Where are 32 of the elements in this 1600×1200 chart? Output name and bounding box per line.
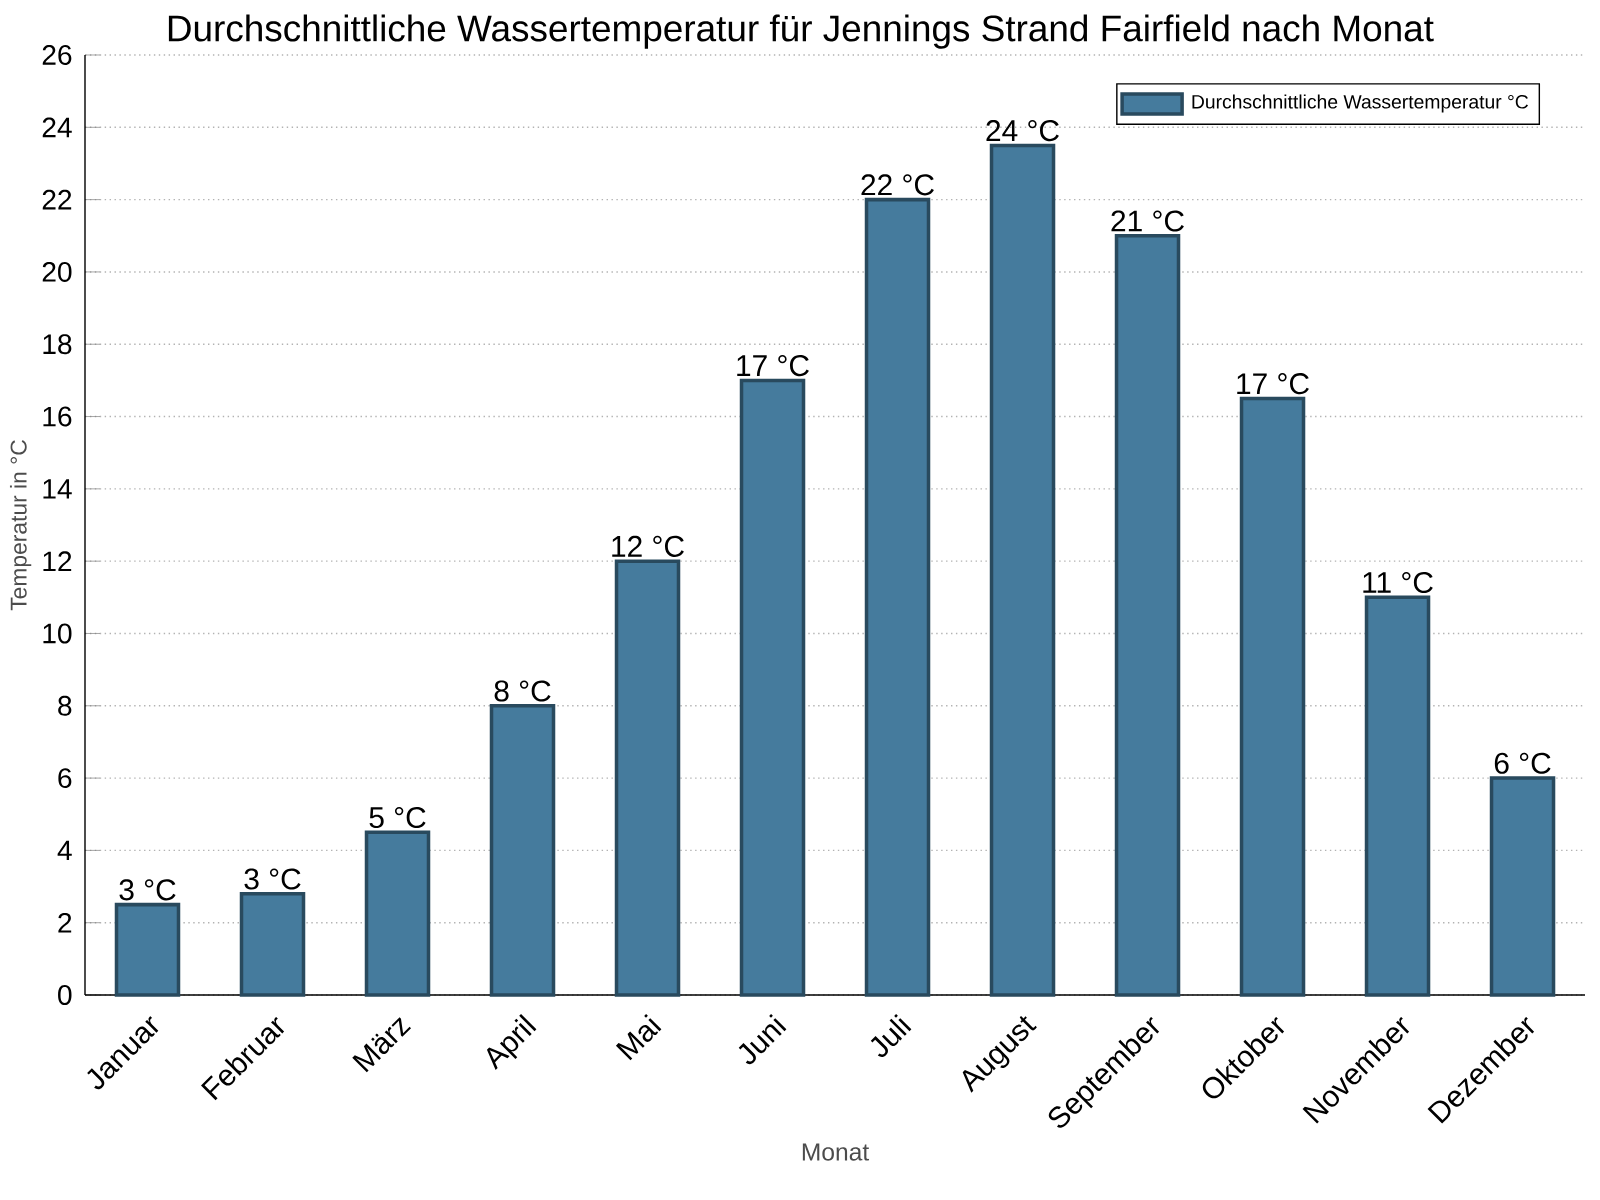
legend-label: Durchschnittliche Wassertemperatur °C — [1192, 94, 1529, 113]
y-tick-label: 24 — [42, 117, 72, 138]
y-tick-label: 16 — [43, 406, 72, 427]
y-tick-label: 14 — [43, 479, 72, 499]
y-tick-label: 18 — [43, 334, 72, 355]
y-tick-label: 0 — [58, 985, 72, 1005]
y-tick-label: 8 — [58, 695, 72, 716]
data-label: 11 °C — [1363, 571, 1433, 594]
data-label: 5 °C — [369, 806, 426, 829]
data-label: 17 °C — [737, 355, 809, 377]
y-axis-title: Temperatur in °C — [9, 440, 32, 611]
data-label: 22 °C — [861, 174, 934, 196]
data-label: 3 °C — [119, 879, 176, 901]
y-tick-label: 26 — [42, 45, 72, 65]
data-label: 3 °C — [244, 868, 301, 890]
data-label: 6 °C — [1494, 752, 1551, 774]
data-label: 17 °C — [1237, 373, 1309, 395]
chart-title: Durchschnittliche Wassertemperatur für Jennings Strand Fairfield nach Monat — [168, 14, 1434, 49]
data-label: 24 °C — [986, 120, 1059, 142]
data-label: 21 °C — [1111, 210, 1184, 232]
data-label: 8 °C — [494, 680, 551, 702]
y-tick-label: 6 — [58, 768, 72, 789]
x-axis-title: Monat — [802, 1143, 870, 1161]
x-tick-label: Juli — [870, 1014, 912, 1058]
y-tick-label: 2 — [58, 912, 72, 933]
y-tick-label: 4 — [57, 840, 72, 861]
y-tick-label: 20 — [42, 261, 72, 282]
y-tick-label: 12 — [43, 551, 72, 571]
data-label: 12 °C — [612, 535, 684, 557]
x-tick-label: Mai — [615, 1014, 662, 1061]
y-tick-label: 22 — [42, 189, 72, 210]
y-tick-label: 10 — [43, 623, 72, 644]
